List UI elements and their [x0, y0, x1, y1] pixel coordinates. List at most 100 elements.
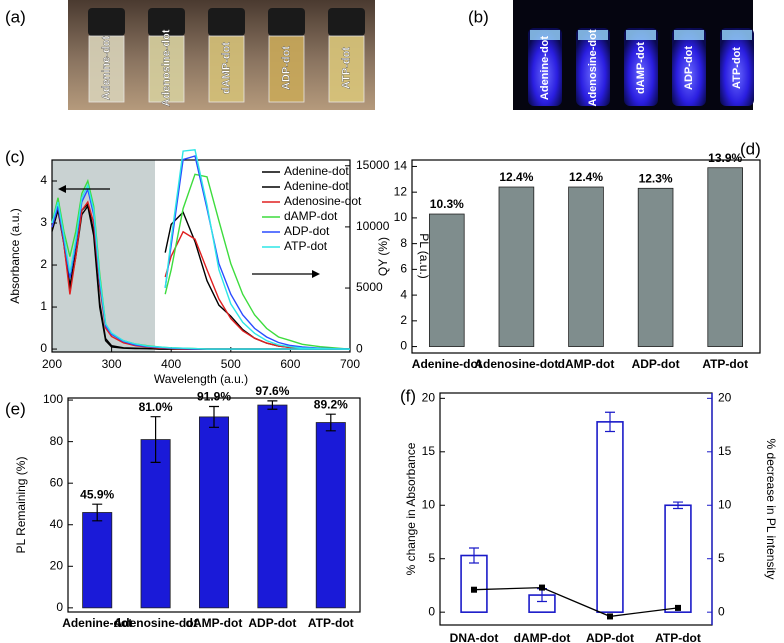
x-tick-label: Adenosine-dot: [474, 357, 558, 371]
y-tick-label: 0: [400, 339, 407, 353]
vial-label: ATP-dot: [731, 47, 743, 89]
x-tick-label: Adenine-dot: [412, 357, 482, 371]
arrow-head: [312, 270, 320, 278]
photo-b: Adenine-dot Adenosine-dot dAMP-dot ADP-dot A…: [513, 0, 754, 110]
y2-tick-label: 0: [718, 604, 725, 618]
y2-tick-label: 5: [718, 551, 725, 565]
vial-glow: [672, 28, 706, 106]
vial-label: Adenosine-dot: [160, 29, 172, 106]
y-axis-label: Absorbance (a.u.): [8, 208, 22, 303]
x-tick-label: 700: [340, 357, 360, 371]
plot-frame: [51, 159, 351, 353]
y2-axis-label: % decrease in PL intensity: [764, 439, 778, 580]
legend-label: dAMP-dot: [284, 209, 338, 223]
plot-frame: [67, 397, 361, 613]
vial-body: [148, 35, 185, 103]
legend-label: Adenine-dot: [284, 179, 349, 193]
value-label: 12.3%: [639, 171, 673, 185]
pl-line: [164, 155, 351, 350]
y-tick-label: 0: [428, 604, 435, 618]
x-tick-label: 600: [280, 357, 300, 371]
y-axis-label: PL Remaining (%): [14, 457, 28, 554]
y-tick-label: 4: [400, 287, 407, 301]
legend-label: Adenine-dot: [284, 164, 349, 178]
value-label: 81.0%: [139, 400, 173, 414]
value-label: 12.4%: [569, 170, 603, 184]
error-bar: [469, 547, 479, 564]
x-tick-label: 200: [42, 357, 62, 371]
pl-line: [164, 173, 351, 350]
vial-cap: [88, 8, 125, 36]
error-bar: [150, 416, 161, 464]
vial-cap: [268, 8, 305, 36]
vial-label: ATP-dot: [340, 47, 352, 89]
y-tick-label: 12: [394, 184, 408, 198]
x-tick-label: ATP-dot: [655, 631, 701, 643]
y-tick-label: 20: [422, 391, 436, 405]
y-tick-label: 15: [422, 444, 436, 458]
y-tick-label: 10: [422, 497, 436, 511]
y-axis-label: % change in Absorbance: [404, 442, 418, 575]
error-bar: [605, 411, 615, 433]
vial-label: Adenine-dot: [100, 36, 112, 100]
vial-rim: [578, 30, 608, 40]
panel-label: (d): [740, 139, 761, 158]
value-label: 45.9%: [80, 487, 114, 501]
panel-label: (e): [5, 399, 26, 418]
x-tick-label: Adenine-dot: [62, 616, 132, 630]
marker: [471, 586, 477, 593]
arrow-head: [58, 185, 66, 193]
bar: [82, 512, 113, 609]
x-tick-label: ADP-dot: [248, 616, 296, 630]
x-tick-label: Adenosine-dot: [114, 616, 198, 630]
vial-label: Adenine-dot: [539, 36, 551, 100]
vial-label: Adenosine-dot: [587, 29, 599, 106]
vial-cap: [328, 8, 365, 36]
x-tick-label: ADP-dot: [586, 631, 634, 643]
bar: [568, 186, 604, 347]
vial-glow: [528, 28, 562, 106]
legend-label: ATP-dot: [284, 239, 328, 253]
y-tick-label: 8: [400, 236, 407, 250]
y2-tick-label: 10: [718, 497, 732, 511]
legend-label: ADP-dot: [284, 224, 330, 238]
y2-tick-label: 10000: [356, 219, 390, 233]
y-tick-label: 14: [394, 159, 408, 173]
marker: [539, 584, 545, 591]
legend-label: Adenosine-dot: [284, 194, 362, 208]
x-tick-label: ATP-dot: [308, 616, 354, 630]
y-tick-label: 2: [40, 257, 47, 271]
vial-body: [208, 35, 245, 103]
x-tick-label: 400: [161, 357, 181, 371]
y2-axis-label: PL (a.u.): [417, 233, 431, 279]
value-label: 13.9%: [708, 151, 742, 165]
y2-tick-label: 20: [718, 391, 732, 405]
x-tick-label: 500: [221, 357, 241, 371]
bar: [140, 439, 171, 609]
panel-label: (a): [5, 7, 26, 26]
y-tick-label: 80: [50, 434, 64, 448]
y2-tick-label: 5000: [356, 280, 383, 294]
vial-label: ADP-dot: [683, 46, 695, 90]
vial-label: dAMP-dot: [635, 42, 647, 94]
x-tick-label: dAMP-dot: [186, 616, 243, 630]
vial-cap: [148, 8, 185, 36]
bar: [664, 504, 692, 613]
vial-glow: [576, 28, 610, 106]
panel-label: (f): [400, 386, 416, 405]
error-bar: [325, 413, 336, 432]
y-tick-label: 1: [40, 299, 47, 313]
photo-a: Adenine-dot Adenosine-dot dAMP-dot ADP-dot A…: [68, 0, 375, 110]
vial-rim: [674, 30, 704, 40]
bar: [257, 404, 288, 609]
y2-tick-label: 15000: [356, 158, 390, 172]
bar: [198, 416, 229, 609]
pl-line: [164, 149, 351, 350]
y2-tick-label: 0: [356, 341, 363, 355]
vial-body: [328, 35, 365, 103]
bar: [428, 213, 465, 347]
vial-glow: [624, 28, 658, 106]
value-label: 10.3%: [430, 197, 464, 211]
plot-frame: [411, 159, 761, 354]
